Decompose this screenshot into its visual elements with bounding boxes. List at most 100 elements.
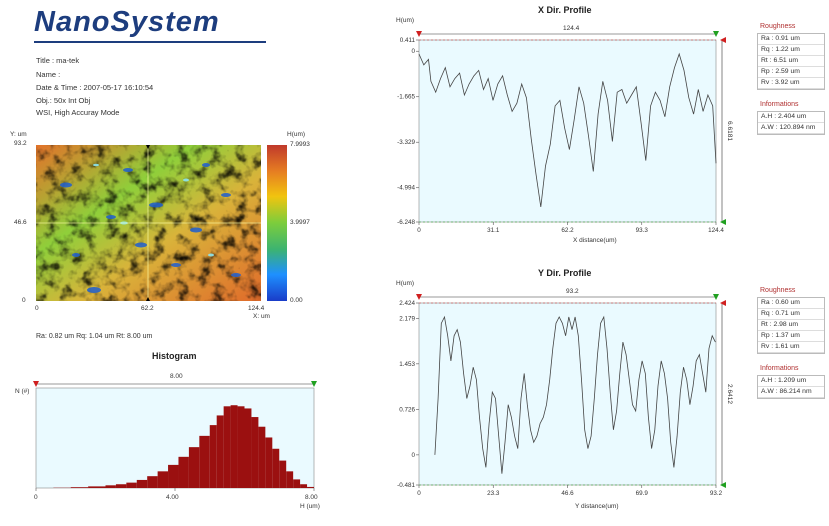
histogram-bar <box>272 448 280 488</box>
y-roughness-box: Ra : 0.60 um Rq : 0.71 um Rt : 2.98 um R… <box>757 297 825 354</box>
date-label: Date & Time : 2007-05-17 16:10:54 <box>36 83 154 92</box>
title-label: Title : ma-tek <box>36 56 80 65</box>
top-level-marker <box>720 37 726 43</box>
y-profile-span-label: 93.2 <box>566 288 579 295</box>
right-cursor-marker <box>713 294 719 300</box>
x-tick-label: 69.9 <box>636 490 649 497</box>
left-cursor-marker <box>416 294 422 300</box>
histogram-bar <box>157 471 169 488</box>
histogram-bar <box>147 476 158 488</box>
x-tick-label: 31.1 <box>487 227 500 234</box>
y-tick-label: -3.329 <box>397 139 415 146</box>
y-roughness-ra: Ra : 0.60 um <box>758 298 824 309</box>
y-info-ah: A.H : 1.209 um <box>758 376 824 387</box>
x-info-title: Informations <box>760 101 799 108</box>
color-scale-bar <box>267 145 287 301</box>
histogram-right-marker <box>311 381 317 387</box>
x-roughness-rv: Rv : 3.92 um <box>758 78 824 89</box>
y-tick-label: 0 <box>411 48 415 55</box>
histogram-x-tick-2: 8.00 <box>305 494 318 501</box>
logo-underline <box>34 41 266 43</box>
histogram-bar <box>251 417 259 488</box>
histogram-bar <box>199 435 210 488</box>
y-roughness-rq: Rq : 0.71 um <box>758 309 824 320</box>
height-label: 2.6412 <box>726 384 733 404</box>
histogram-y-label: N (#) <box>15 388 30 395</box>
histogram-bar <box>216 415 224 488</box>
profile-line <box>418 52 717 208</box>
histogram-bar <box>279 460 287 488</box>
x-roughness-ra: Ra : 0.91 um <box>758 34 824 45</box>
histogram-bar <box>237 406 245 488</box>
map-x-tick-right: 124.4 <box>248 305 265 312</box>
histogram-bar <box>126 482 137 488</box>
y-profile-y-unit: H(um) <box>396 280 415 287</box>
x-roughness-rq: Rq : 1.22 um <box>758 45 824 56</box>
y-tick-label: -1.665 <box>397 94 415 101</box>
histogram-bar <box>230 405 238 488</box>
y-tick-label: 2.424 <box>399 300 415 307</box>
histogram-bar <box>209 425 217 488</box>
y-roughness-title: Roughness <box>760 287 796 294</box>
x-profile-title: X Dir. Profile <box>538 5 592 15</box>
map-x-unit: X: um <box>253 313 270 320</box>
histogram-bar <box>307 486 314 488</box>
y-tick-label: 0.411 <box>400 37 416 44</box>
histogram-bar <box>178 456 189 488</box>
left-cursor-marker <box>416 31 422 37</box>
height-label: 6.6181 <box>726 121 733 141</box>
x-tick-label: 23.3 <box>487 490 500 497</box>
histogram-bar <box>188 447 200 488</box>
histogram-bar <box>88 486 106 488</box>
map-y-unit: Y: um <box>10 131 27 138</box>
x-info-aw: A.W : 120.894 nm <box>758 123 824 134</box>
histogram-bar <box>70 487 89 488</box>
map-roughness-stats: Ra: 0.82 um Rq: 1.04 um Rt: 8.00 um <box>36 333 153 340</box>
histogram-x-tick-0: 0 <box>34 494 38 501</box>
histogram-span-label: 8.00 <box>170 373 183 380</box>
x-info-ah: A.H : 2.404 um <box>758 112 824 123</box>
map-x-tick-mid: 62.2 <box>141 305 154 312</box>
histogram-bar <box>168 464 179 488</box>
obj-label: Obj.: 50x Int Obj <box>36 96 91 105</box>
histogram-bar <box>115 484 127 488</box>
x-tick-label: 0 <box>417 490 421 497</box>
x-tick-label: 46.6 <box>561 490 574 497</box>
name-label: Name : <box>36 70 61 79</box>
x-tick-label: 0 <box>417 227 421 234</box>
y-tick-label: 2.179 <box>399 315 415 322</box>
histogram-bar <box>286 471 294 488</box>
y-tick-label: -6.248 <box>397 219 415 226</box>
nanosystem-logo: NanoSystem <box>34 6 220 38</box>
histogram-left-marker <box>33 381 39 387</box>
map-y-tick-mid: 46.6 <box>14 219 27 226</box>
x-tick-label: 124.4 <box>708 227 724 234</box>
histogram-title: Histogram <box>152 351 197 361</box>
bottom-level-marker <box>720 482 726 488</box>
right-cursor-marker <box>713 31 719 37</box>
x-tick-label: 62.2 <box>561 227 574 234</box>
histogram-chart <box>33 381 317 491</box>
x-roughness-box: Ra : 0.91 um Rq : 1.22 um Rt : 6.51 um R… <box>757 33 825 90</box>
y-profile-title: Y Dir. Profile <box>538 268 592 278</box>
y-info-aw: A.W : 86.214 nm <box>758 387 824 398</box>
histogram-bar <box>105 485 116 488</box>
x-profile-y-unit: H(um) <box>396 17 415 24</box>
histogram-x-label: H (um) <box>300 503 320 510</box>
y-tick-label: -4.994 <box>397 185 415 192</box>
y-profile-x-label: Y distance(um) <box>575 503 619 510</box>
plot-area <box>418 39 717 223</box>
y-tick-label: 0.726 <box>399 406 415 413</box>
scale-unit: H(um) <box>287 131 306 138</box>
y-info-title: Informations <box>760 365 799 372</box>
map-y-tick-bottom: 0 <box>22 297 26 304</box>
y-tick-label: 0 <box>411 452 415 459</box>
mode-label: WSI, High Accuray Mode <box>36 108 120 117</box>
scale-tick-min: 0.00 <box>290 297 303 304</box>
profile-line <box>434 315 716 474</box>
histogram-x-tick-1: 4.00 <box>166 494 179 501</box>
height-map[interactable] <box>36 145 261 301</box>
histogram-bar <box>293 479 301 488</box>
histogram-bar <box>244 408 252 488</box>
